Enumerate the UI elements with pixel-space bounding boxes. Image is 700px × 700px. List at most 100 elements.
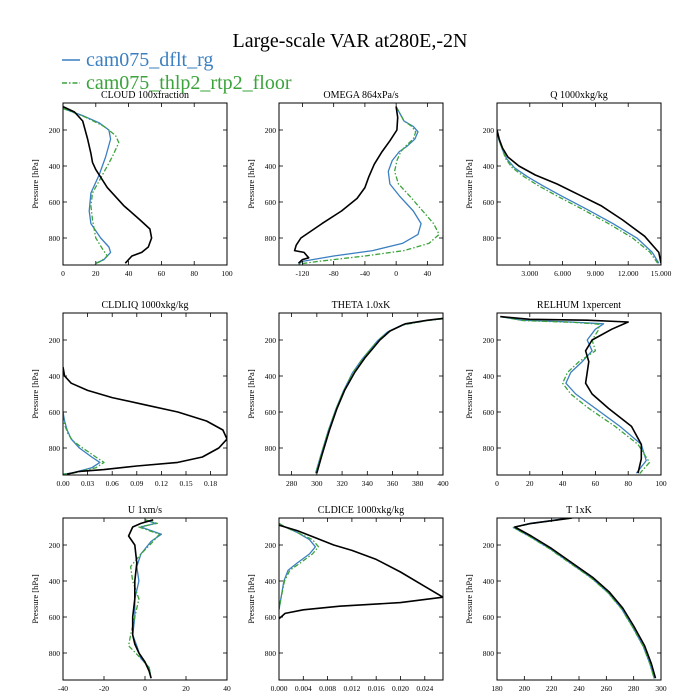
y-tick-label: 200: [49, 541, 61, 550]
x-tick-label: 0.012: [343, 684, 360, 693]
x-tick-label: 100: [221, 269, 233, 278]
x-tick-label: 40: [223, 684, 231, 693]
y-tick-label: 400: [483, 372, 495, 381]
figure-title: Large-scale VAR at280E,-2N: [233, 30, 468, 52]
series-line-dflt: [298, 106, 422, 265]
y-tick-label: 200: [49, 336, 61, 345]
y-tick-label: 800: [483, 234, 495, 243]
panel-title: CLDLIQ 1000xkg/kg: [102, 300, 189, 311]
x-tick-label: 0.004: [295, 684, 312, 693]
y-axis-label: Pressure [hPa]: [30, 574, 40, 624]
x-tick-label: 0.15: [179, 479, 192, 488]
x-tick-label: 320: [336, 479, 348, 488]
x-tick-label: 20: [182, 684, 190, 693]
series-group: [127, 519, 163, 679]
series-line-floor: [500, 315, 651, 475]
x-tick-label: 220: [546, 684, 558, 693]
series-group: [497, 129, 661, 264]
panel-2: 3.000 6.000 9.000 12.000 15.000 200 400 600 800 Q…: [464, 90, 672, 278]
y-tick-label: 200: [483, 336, 495, 345]
plot-frame: [278, 312, 444, 476]
x-tick-label: 300: [311, 479, 323, 488]
panel-5: 0 20 40 60 80 100 200 400 600 800 RELHUM 1xpercent…: [464, 300, 667, 488]
y-axis-label: Pressure [hPa]: [30, 159, 40, 209]
y-tick-label: 600: [483, 613, 495, 622]
y-tick-label: 400: [483, 162, 495, 171]
x-tick-label: -20: [99, 684, 109, 693]
x-tick-label: 260: [601, 684, 613, 693]
y-tick-label: 800: [49, 649, 61, 658]
y-axis-label: Pressure [hPa]: [464, 159, 474, 209]
y-axis-label: Pressure [hPa]: [464, 574, 474, 624]
y-tick-label: 800: [483, 444, 495, 453]
x-tick-label: 380: [412, 479, 424, 488]
y-tick-label: 800: [265, 444, 277, 453]
series-line-dflt: [63, 107, 112, 264]
plot-frame: [496, 517, 662, 681]
series-line-dflt: [500, 315, 647, 474]
panel-title: Q 1000xkg/kg: [550, 90, 608, 101]
y-axis-label: Pressure [hPa]: [246, 159, 256, 209]
series-group: [500, 315, 651, 475]
series-line-reference: [500, 315, 643, 474]
x-tick-label: 12.000: [618, 269, 639, 278]
panel-3: 0.00 0.03 0.06 0.09 0.12 0.15 0.18 200 400 600 800…: [30, 300, 228, 488]
y-tick-label: 800: [49, 234, 61, 243]
y-tick-label: 400: [265, 162, 277, 171]
y-axis-label: Pressure [hPa]: [246, 574, 256, 624]
y-tick-label: 400: [265, 577, 277, 586]
series-line-floor: [63, 107, 120, 265]
x-tick-label: 280: [628, 684, 640, 693]
y-tick-label: 400: [49, 372, 61, 381]
series-line-reference: [497, 129, 661, 264]
x-tick-label: -40: [360, 269, 370, 278]
x-tick-label: 400: [437, 479, 449, 488]
x-tick-label: 0: [61, 269, 65, 278]
x-tick-label: 0: [495, 479, 499, 488]
x-tick-label: 0.008: [319, 684, 336, 693]
plot-frame: [62, 517, 228, 681]
x-tick-label: 0.020: [392, 684, 409, 693]
plot-frame: [278, 102, 444, 266]
x-tick-label: 360: [387, 479, 399, 488]
y-tick-label: 600: [483, 408, 495, 417]
y-tick-label: 600: [49, 198, 61, 207]
series-line-floor: [497, 131, 659, 264]
y-tick-label: 800: [265, 234, 277, 243]
x-tick-label: 80: [624, 479, 632, 488]
x-tick-label: 60: [592, 479, 600, 488]
series-group: [63, 366, 227, 475]
panel-0: 0 20 40 60 80 100 200 400 600 800 CLOUD 100xfracti…: [30, 90, 233, 278]
y-tick-label: 600: [49, 613, 61, 622]
x-tick-label: 0.18: [204, 479, 217, 488]
y-tick-label: 400: [265, 372, 277, 381]
y-tick-label: 800: [265, 649, 277, 658]
x-tick-label: 40: [559, 479, 567, 488]
y-tick-label: 400: [483, 577, 495, 586]
series-line-floor: [298, 106, 440, 265]
y-axis-label: Pressure [hPa]: [246, 369, 256, 419]
x-tick-label: 0.09: [130, 479, 143, 488]
legend-label-dflt: cam075_dflt_rg: [86, 49, 213, 71]
y-tick-label: 800: [483, 649, 495, 658]
series-line-floor: [127, 519, 161, 679]
x-tick-label: 9.000: [587, 269, 604, 278]
x-tick-label: -120: [296, 269, 310, 278]
x-tick-label: 200: [519, 684, 531, 693]
x-tick-label: 20: [92, 269, 100, 278]
panel-title: T 1xK: [566, 505, 592, 516]
series-group: [512, 518, 657, 679]
panel-title: CLOUD 100xfraction: [101, 90, 189, 101]
series-line-floor: [279, 522, 320, 610]
series-group: [63, 105, 153, 265]
series-line-floor: [512, 518, 655, 679]
y-tick-label: 200: [483, 541, 495, 550]
series-group: [293, 106, 440, 265]
x-tick-label: 180: [491, 684, 503, 693]
y-tick-label: 200: [483, 126, 495, 135]
y-axis-label: Pressure [hPa]: [30, 369, 40, 419]
y-tick-label: 400: [49, 162, 61, 171]
x-tick-label: 60: [158, 269, 166, 278]
legend-label-floor: cam075_thlp2_rtp2_floor: [86, 72, 292, 94]
